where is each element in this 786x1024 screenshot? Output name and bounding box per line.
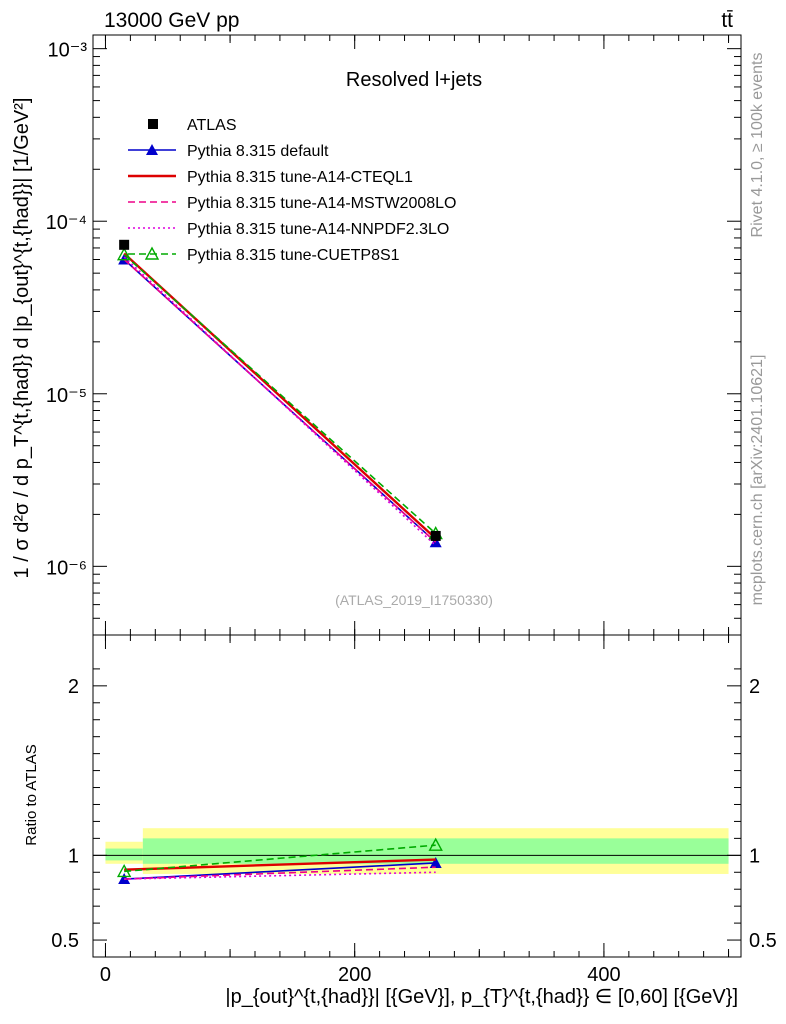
ratio-y-tick-label-left: 0.5 <box>51 930 79 952</box>
legend-label-2: Pythia 8.315 tune-A14-MSTW2008LO <box>187 195 456 212</box>
ratio-y-tick-label-right: 2 <box>749 676 760 698</box>
main-series-line-3 <box>123 256 437 547</box>
ratio-y-tick-label-right: 1 <box>749 845 760 867</box>
data-point <box>119 239 130 250</box>
process-label: tt̄ <box>721 9 733 32</box>
series-marker-4 <box>144 246 160 260</box>
ratio-y-tick-label-right: 0.5 <box>749 930 777 952</box>
main-series-line-1 <box>123 252 437 540</box>
y-tick-label: 10⁻⁵ <box>46 385 87 407</box>
legend: ATLAS Pythia 8.315 default Pythia 8.315 tu… <box>128 117 456 264</box>
x-tick-label: 400 <box>587 964 620 986</box>
series-marker-4 <box>116 247 132 261</box>
ratio-panel: 0.5 0.5 1 1 2 2 0 200 400 <box>51 634 777 986</box>
y-tick-label: 10⁻⁴ <box>46 212 87 234</box>
main-panel: 10⁻⁶ 10⁻⁵ 10⁻⁴ 10⁻³ <box>46 34 742 636</box>
analysis-watermark: (ATLAS_2019_I1750330) <box>335 592 493 608</box>
uncertainty-band-green <box>105 848 143 861</box>
main-y-axis-label: 1 / σ d²σ / d p_T^{t,{had}} d |p_{out}^{… <box>11 98 33 579</box>
plot-title: Resolved l+jets <box>346 69 482 91</box>
ratio-series-line-3 <box>124 871 436 880</box>
ratio-series-line-2 <box>124 866 436 880</box>
rivet-label: Rivet 4.1.0, ≥ 100k events <box>749 53 766 238</box>
ratio-series-line-1 <box>124 858 436 871</box>
main-series-line-4 <box>123 254 437 535</box>
x-axis-label: |p_{out}^{t,{had}}| [{GeV}], p_{T}^{t,{h… <box>225 986 738 1008</box>
ratio-frame <box>92 634 742 958</box>
ratio-y-axis-label: Ratio to ATLAS <box>23 744 40 845</box>
series-marker-0 <box>146 144 158 155</box>
series-marker-0 <box>429 856 442 868</box>
legend-label-0: Pythia 8.315 default <box>187 143 329 160</box>
legend-label-atlas: ATLAS <box>187 117 237 134</box>
legend-label-1: Pythia 8.315 tune-A14-CTEQL1 <box>187 169 413 186</box>
ratio-series-line-4 <box>124 844 436 873</box>
series-marker-4 <box>116 863 132 878</box>
mcplots-label: mcplots.cern.ch [arXiv:2401.10621] <box>749 355 766 606</box>
ratio-series-line-0 <box>124 862 436 880</box>
ratio-y-tick-label-left: 1 <box>68 845 79 867</box>
y-tick-label: 10⁻⁶ <box>46 557 87 579</box>
ratio-y-tick-label-left: 2 <box>68 676 79 698</box>
data-point <box>430 530 441 541</box>
legend-label-4: Pythia 8.315 tune-CUETP8S1 <box>187 247 400 264</box>
x-tick-label: 200 <box>338 964 371 986</box>
legend-label-3: Pythia 8.315 tune-A14-NNPDF2.3LO <box>187 221 449 238</box>
legend-marker-atlas <box>148 119 158 129</box>
energy-label: 13000 GeV pp <box>104 9 239 32</box>
series-marker-4 <box>428 837 443 851</box>
y-tick-label: 10⁻³ <box>48 40 88 62</box>
x-tick-label: 0 <box>100 964 111 986</box>
